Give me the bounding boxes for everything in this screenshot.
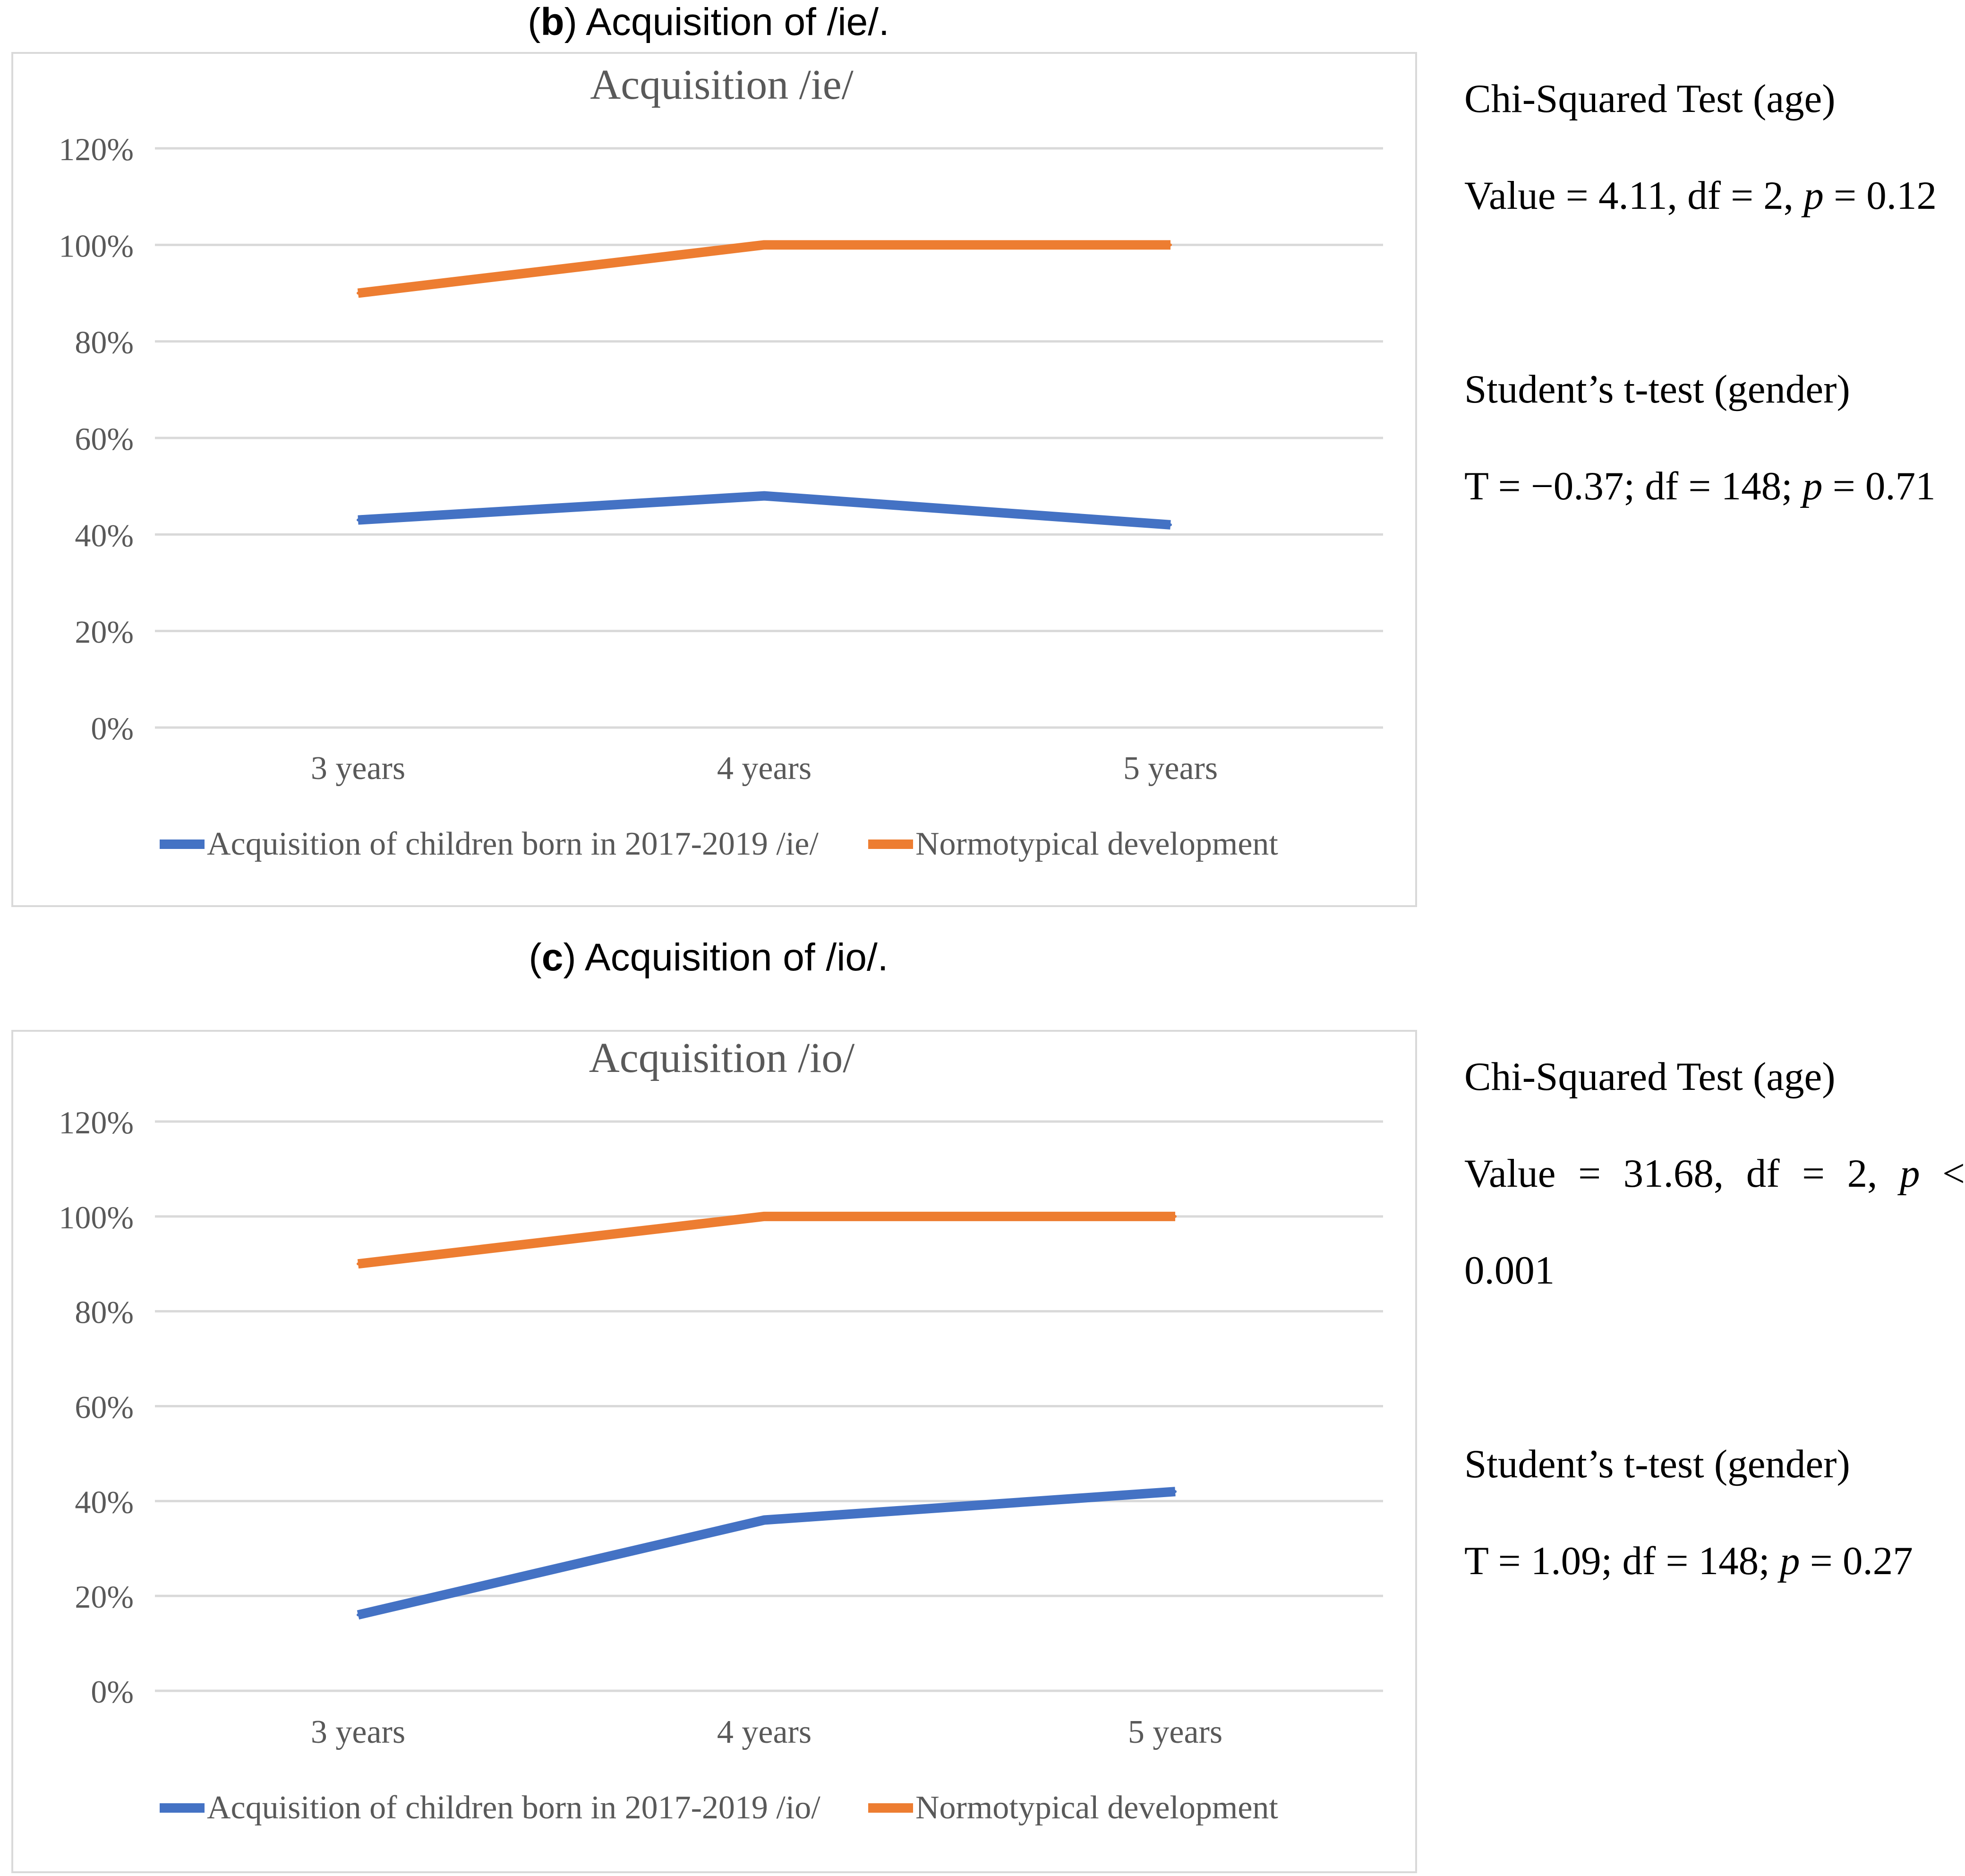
y-tick-label: 80%	[75, 325, 134, 360]
chi-p: p	[1803, 173, 1824, 218]
chart-ie: Acquisition /ie/0% 20% 40% 60% 80% 100% 120% 3 …	[59, 61, 1383, 862]
data-point	[1169, 523, 1172, 526]
y-tick-label: 20%	[75, 1579, 134, 1615]
x-tick-label: 3 years	[311, 750, 405, 787]
y-tick-label: 100%	[59, 228, 134, 264]
data-point	[763, 494, 766, 497]
caption-letter: c	[541, 936, 564, 979]
t-value: T = −0.37; df = 148; p = 0.71	[1464, 463, 1936, 509]
t-value-post: = 0.27	[1800, 1539, 1913, 1583]
chi-part: =	[1578, 1151, 1601, 1196]
y-tick-label: 120%	[59, 131, 134, 167]
chi-part: Value	[1464, 1151, 1556, 1196]
chi-value-line2: 0.001	[1464, 1248, 1555, 1293]
y-tick-label: 40%	[75, 1484, 134, 1520]
t-value-pre: T = −0.37; df = 148;	[1464, 464, 1803, 508]
chi-part: 31.68,	[1623, 1151, 1724, 1196]
t-value-post: = 0.71	[1822, 464, 1936, 508]
chi-title: Chi-Squared Test (age)	[1464, 77, 1836, 121]
y-tick-label: 0%	[91, 1674, 134, 1710]
chart-panel-io: Acquisition /io/0% 20% 40% 60% 80% 100% 120% 3 …	[11, 1030, 1417, 1873]
legend-label: Normotypical development	[915, 826, 1278, 862]
t-title: Student’s t-test (gender)	[1464, 1442, 1850, 1486]
chart-title: Acquisition /io/	[589, 1035, 855, 1081]
y-tick-label: 100%	[59, 1199, 134, 1235]
chi-value-post: = 0.12	[1823, 173, 1937, 218]
chart-panel-ie: Acquisition /ie/0% 20% 40% 60% 80% 100% 120% 3 …	[11, 52, 1417, 907]
chart-io: Acquisition /io/0% 20% 40% 60% 80% 100% 120% 3 …	[59, 1035, 1383, 1826]
data-point	[1169, 243, 1172, 247]
chi-value-line1: Value = 31.68, df = 2, p <	[1464, 1150, 1965, 1197]
t-title: Student’s t-test (gender)	[1464, 367, 1850, 411]
y-tick-label: 60%	[75, 1389, 134, 1425]
chi-title: Chi-Squared Test (age)	[1464, 1054, 1836, 1099]
y-tick-label: 40%	[75, 517, 134, 553]
x-tick-label: 4 years	[717, 1714, 812, 1750]
data-point	[357, 1613, 359, 1617]
legend-label: Acquisition of children born in 2017-201…	[207, 1790, 820, 1826]
chi-part: <	[1942, 1151, 1965, 1196]
data-point	[1174, 1490, 1177, 1493]
chart-title: Acquisition /ie/	[590, 61, 853, 108]
data-point	[1174, 1215, 1177, 1218]
figure-caption-b: (b) Acquisition of /ie/.	[528, 0, 889, 43]
data-point	[357, 518, 359, 522]
chi-part: df	[1746, 1151, 1780, 1196]
data-point	[763, 1215, 766, 1218]
series-line-2	[357, 1211, 1175, 1269]
y-tick-label: 60%	[75, 421, 134, 457]
caption-text: ) Acquisition of /io/.	[563, 936, 889, 979]
x-tick-label: 5 years	[1128, 1714, 1222, 1750]
y-tick-label: 0%	[91, 711, 134, 746]
data-point	[763, 1518, 766, 1522]
t-value: T = 1.09; df = 148; p = 0.27	[1464, 1538, 1913, 1584]
y-tick-label: 20%	[75, 614, 134, 650]
series-line-1	[358, 491, 1171, 530]
chi-p: p	[1899, 1151, 1920, 1196]
chi-value-pre: Value = 4.11, df = 2,	[1464, 173, 1804, 218]
data-point	[357, 1262, 359, 1266]
x-tick-label: 5 years	[1123, 750, 1218, 787]
data-point	[763, 243, 766, 247]
data-point	[357, 291, 359, 295]
t-p: p	[1780, 1539, 1800, 1583]
chi-part: 2,	[1847, 1151, 1878, 1196]
caption-text: ) Acquisition of /ie/.	[564, 0, 889, 43]
legend-label: Acquisition of children born in 2017-201…	[207, 826, 819, 862]
y-tick-label: 80%	[75, 1294, 134, 1330]
series-line-2	[357, 240, 1170, 298]
x-tick-label: 4 years	[717, 750, 812, 787]
y-tick-label: 120%	[59, 1105, 134, 1140]
t-p: p	[1802, 464, 1823, 508]
legend-label: Normotypical development	[915, 1790, 1278, 1826]
chi-value: Value = 4.11, df = 2, p = 0.12	[1464, 172, 1937, 219]
figure-caption-c: (c) Acquisition of /io/.	[529, 936, 889, 979]
chi-part: =	[1802, 1151, 1825, 1196]
caption-letter: b	[540, 0, 564, 43]
t-value-pre: T = 1.09; df = 148;	[1464, 1539, 1780, 1583]
x-tick-label: 3 years	[311, 1714, 405, 1750]
